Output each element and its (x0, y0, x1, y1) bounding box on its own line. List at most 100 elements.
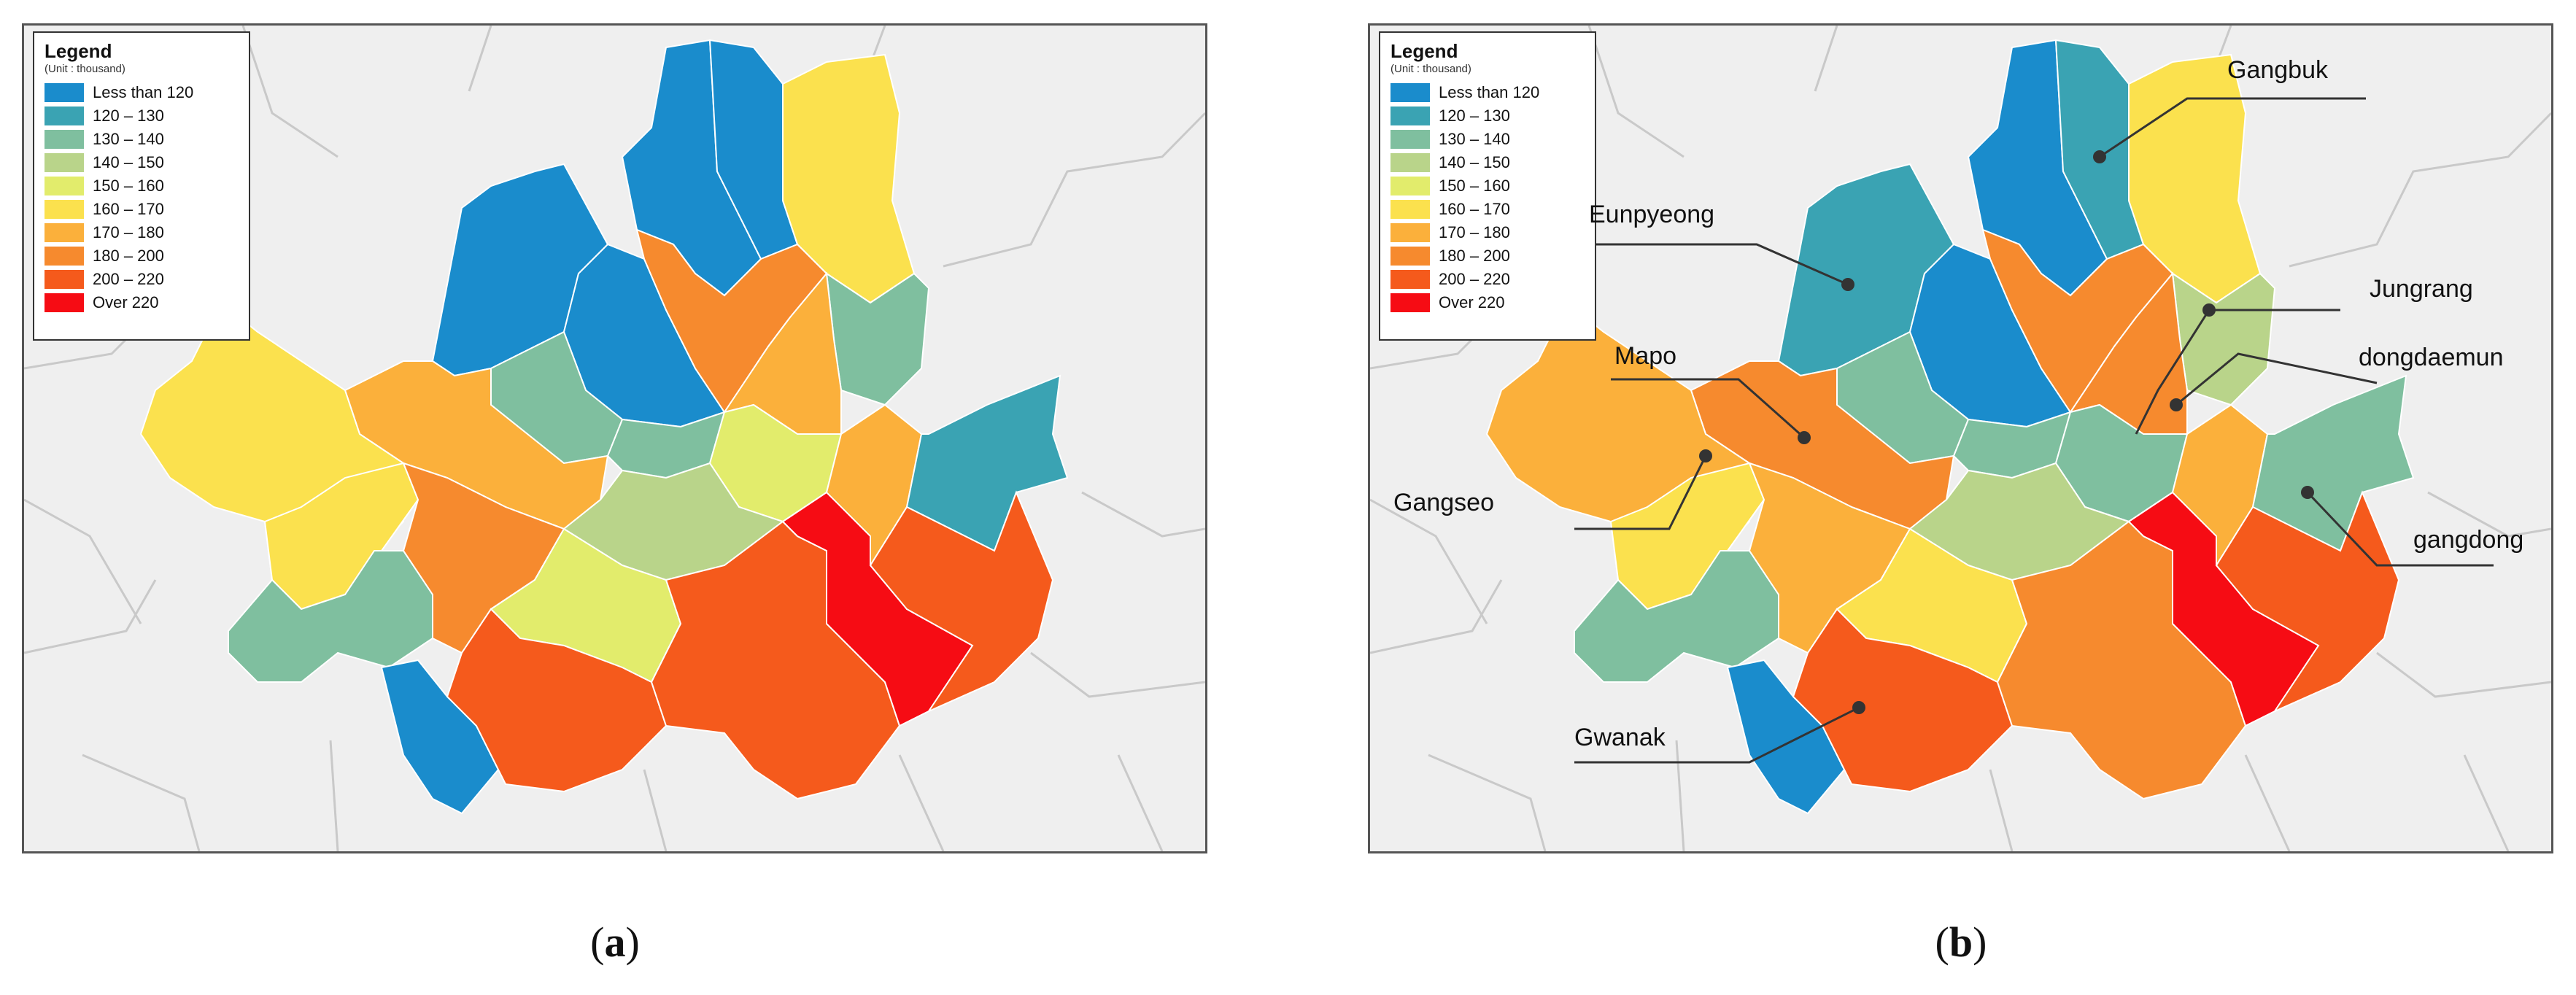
legend-row: 200 – 220 (45, 268, 239, 291)
legend-title: Legend (1391, 40, 1458, 62)
legend-label: Over 220 (93, 293, 159, 311)
map-panel-a: Legend (Unit : thousand) Less than 120 12… (22, 23, 1207, 853)
callout-line-dongdaemun (2175, 352, 2378, 406)
legend-swatch (1391, 247, 1430, 266)
legend-row: 200 – 220 (1391, 268, 1585, 291)
legend-label: 160 – 170 (1439, 200, 1510, 218)
legend-label: 130 – 140 (93, 130, 164, 148)
surrounding-boundaries (24, 26, 1205, 851)
legend-label: 180 – 200 (93, 247, 164, 265)
callout-line-jungrang (2135, 309, 2340, 435)
legend-swatch (45, 153, 84, 172)
districts (1485, 39, 2415, 815)
callout-dot-eunpyeong (1841, 278, 1854, 291)
legend-label: 150 – 160 (93, 177, 164, 195)
callout-gangseo: Gangseo (1393, 489, 1494, 516)
legend-label: 170 – 180 (93, 223, 164, 241)
legend-row: 170 – 180 (45, 221, 239, 244)
districts (139, 39, 1069, 815)
callout-eunpyeong: Eunpyeong (1589, 201, 1715, 228)
callout-line-gangbuk (2099, 97, 2366, 158)
legend-label: 140 – 150 (93, 153, 164, 171)
legend-items: Less than 120 120 – 130 130 – 140 140 – 150… (45, 81, 239, 314)
legend-label: 200 – 220 (1439, 270, 1510, 288)
legend-swatch (1391, 293, 1430, 312)
legend-label: Less than 120 (1439, 83, 1540, 101)
legend-row: 170 – 180 (1391, 221, 1585, 244)
callout-dot-gangbuk (2093, 150, 2106, 163)
legend-swatch (45, 130, 84, 149)
legend-label: 140 – 150 (1439, 153, 1510, 171)
seoul-map-a (24, 26, 1205, 851)
callout-line-eunpyeong (1582, 243, 1849, 286)
legend-row: 180 – 200 (45, 244, 239, 268)
legend-label: 120 – 130 (93, 107, 164, 125)
caption-open: ( (1935, 918, 1949, 966)
legend-label: Over 220 (1439, 293, 1505, 311)
legend-label: 180 – 200 (1439, 247, 1510, 265)
legend-swatch (45, 293, 84, 312)
legend-unit: (Unit : thousand) (45, 63, 125, 75)
callout-gangbuk: Gangbuk (2227, 56, 2328, 84)
caption-letter: b (1949, 918, 1973, 966)
legend-swatch (45, 223, 84, 242)
callout-gwanak: Gwanak (1574, 724, 1666, 751)
district-songpa (2215, 490, 2400, 713)
callout-line-gangseo (1574, 455, 1707, 530)
legend-row: 150 – 160 (45, 174, 239, 198)
caption-close: ) (625, 918, 640, 966)
legend-row: 120 – 130 (45, 104, 239, 128)
district-songpa (869, 490, 1054, 713)
legend-row: 160 – 170 (45, 198, 239, 221)
legend-swatch (45, 200, 84, 219)
surrounding-boundaries (1370, 26, 2551, 851)
legend-row: 130 – 140 (1391, 128, 1585, 151)
legend-swatch (1391, 130, 1430, 149)
callout-mapo: Mapo (1614, 342, 1677, 370)
legend-label: 150 – 160 (1439, 177, 1510, 195)
legend-row: 140 – 150 (1391, 151, 1585, 174)
legend-label: 170 – 180 (1439, 223, 1510, 241)
callout-dot-mapo (1798, 431, 1811, 444)
callout-dot-gwanak (1852, 701, 1865, 714)
callout-dot-dongdaemun (2170, 398, 2183, 411)
legend-row: 150 – 160 (1391, 174, 1585, 198)
legend-b: Legend (Unit : thousand) Less than 120 12… (1379, 31, 1596, 341)
legend-swatch (1391, 270, 1430, 289)
legend-row: 160 – 170 (1391, 198, 1585, 221)
legend-swatch (1391, 107, 1430, 125)
legend-label: Less than 120 (93, 83, 194, 101)
legend-label: 120 – 130 (1439, 107, 1510, 125)
legend-swatch (45, 83, 84, 102)
callout-dots (1699, 150, 2314, 714)
legend-a: Legend (Unit : thousand) Less than 120 12… (33, 31, 250, 341)
caption-a: (a) (542, 918, 688, 967)
legend-items: Less than 120 120 – 130 130 – 140 140 – 150… (1391, 81, 1585, 314)
callout-dot-gangseo (1699, 449, 1712, 462)
legend-swatch (1391, 223, 1430, 242)
callout-line-gwanak (1574, 706, 1860, 764)
legend-swatch (1391, 153, 1430, 172)
callout-dot-gangdong (2301, 486, 2314, 499)
legend-row: 180 – 200 (1391, 244, 1585, 268)
legend-label: 200 – 220 (93, 270, 164, 288)
legend-row: 120 – 130 (1391, 104, 1585, 128)
legend-swatch (45, 270, 84, 289)
map-panel-b: Legend (Unit : thousand) Less than 120 12… (1368, 23, 2553, 853)
legend-row: Less than 120 (45, 81, 239, 104)
legend-swatch (1391, 177, 1430, 195)
callout-jungrang: Jungrang (2370, 275, 2473, 303)
callout-dot-jungrang (2202, 303, 2216, 317)
legend-title: Legend (45, 40, 112, 62)
legend-swatch (1391, 83, 1430, 102)
legend-label: 160 – 170 (93, 200, 164, 218)
caption-close: ) (1973, 918, 1987, 966)
callout-gangdong: gangdong (2413, 526, 2524, 554)
callout-lines (1574, 97, 2494, 764)
legend-label: 130 – 140 (1439, 130, 1510, 148)
callout-line-mapo (1611, 378, 1805, 439)
caption-b: (b) (1888, 918, 2034, 967)
callout-dongdaemun: dongdaemun (2359, 344, 2504, 371)
legend-swatch (45, 247, 84, 266)
legend-row: 130 – 140 (45, 128, 239, 151)
